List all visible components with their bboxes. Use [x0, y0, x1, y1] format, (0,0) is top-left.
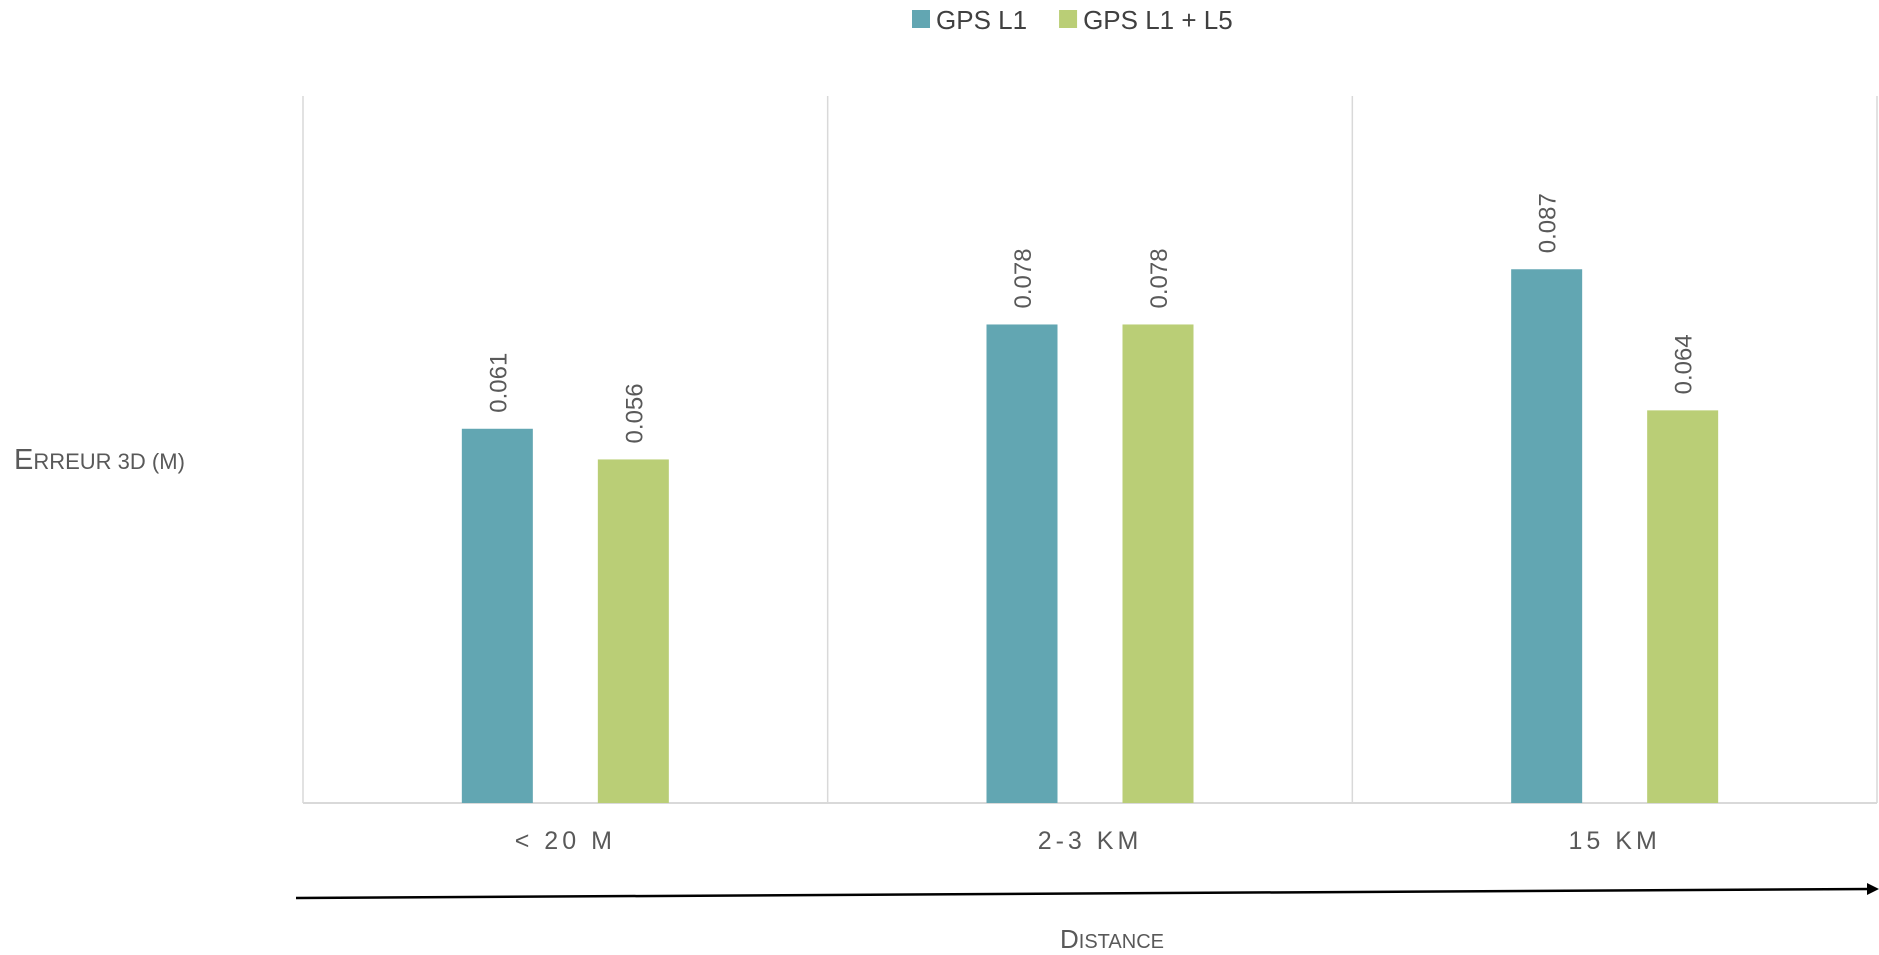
legend-label: GPS L1 — [936, 5, 1027, 35]
x-axis-title-initial: D — [1060, 924, 1079, 954]
data-label: 0.061 — [485, 353, 512, 413]
x-axis-arrow-line — [295, 887, 1874, 900]
bar — [1122, 324, 1194, 803]
category-label: 2-3 KM — [1038, 827, 1143, 855]
data-label: 0.078 — [1010, 248, 1037, 308]
x-axis-arrowhead — [1867, 883, 1879, 895]
y-axis-title: ERREUR 3D (M) — [14, 444, 185, 476]
bar — [461, 428, 533, 803]
plot-area — [302, 96, 1878, 804]
x-axis-title-rest: ISTANCE — [1079, 931, 1164, 953]
bars-group — [461, 269, 1719, 803]
data-labels-group: 0.061 0.078 0.087 0.056 0.078 0.064 — [485, 193, 1697, 443]
y-axis-title-initial: E — [14, 444, 33, 476]
legend: GPS L1 GPS L1 + L5 — [912, 5, 1233, 35]
legend-swatch — [1059, 10, 1078, 28]
x-axis-title: DISTANCE — [1060, 924, 1164, 954]
legend-swatch — [912, 10, 930, 28]
data-label: 0.056 — [621, 383, 648, 443]
bar — [1647, 410, 1719, 803]
data-label: 0.078 — [1146, 248, 1173, 308]
bar — [986, 324, 1058, 803]
category-label: 15 KM — [1569, 827, 1661, 855]
category-label: < 20 M — [515, 827, 616, 855]
legend-label: GPS L1 + L5 — [1083, 5, 1233, 35]
category-labels-group: < 20 M 2-3 KM 15 KM — [515, 827, 1661, 855]
bar — [1511, 269, 1583, 803]
data-label: 0.064 — [1671, 334, 1698, 394]
data-label: 0.087 — [1535, 193, 1562, 253]
bar — [597, 459, 669, 803]
y-axis-title-rest: RREUR 3D (M) — [33, 449, 185, 474]
